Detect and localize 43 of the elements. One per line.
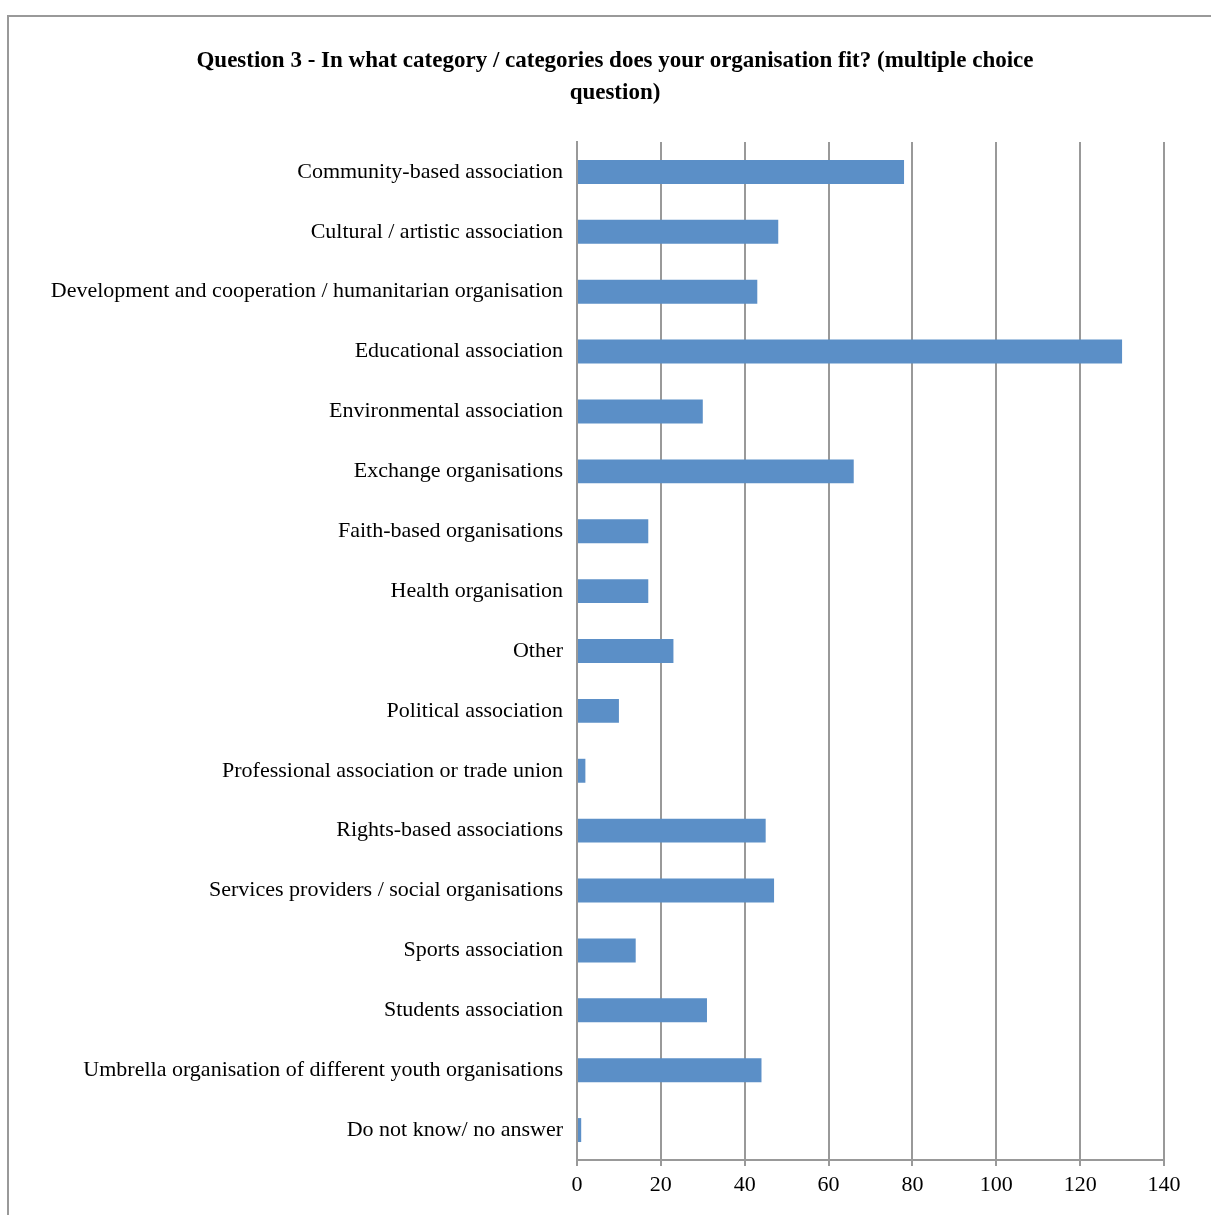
bar	[578, 279, 758, 304]
bar	[578, 1118, 582, 1143]
bar	[578, 639, 674, 663]
bar	[578, 998, 707, 1023]
y-tick-label: Educational association	[354, 337, 563, 363]
y-tick-label: Cultural / artistic association	[310, 217, 563, 243]
x-tick-label: 0	[571, 1170, 583, 1196]
bar	[578, 698, 619, 723]
y-tick-label: Environmental association	[329, 397, 563, 423]
chart-title: Question 3 - In what category / categories does your organisation fit? (multiple choice question)	[195, 46, 1035, 106]
bar	[578, 758, 586, 783]
bar	[578, 219, 779, 244]
bar	[578, 159, 905, 184]
bar	[578, 459, 854, 484]
x-tick-label: 80	[901, 1170, 924, 1196]
y-tick-label: Umbrella organisation of different youth organisations	[83, 1055, 563, 1081]
y-tick-label: Faith-based organisations	[337, 517, 563, 543]
y-tick-label: Community-based association	[297, 157, 563, 183]
bar	[578, 519, 649, 544]
bar	[578, 818, 766, 843]
y-tick-label: Do not know/ no answer	[346, 1115, 564, 1141]
y-tick-label: Students association	[383, 996, 563, 1022]
y-tick-label: Sports association	[403, 936, 563, 962]
x-tick-label: 100	[979, 1170, 1013, 1196]
x-tick-label: 40	[733, 1170, 756, 1196]
bar	[578, 938, 636, 963]
x-tick-label: 60	[817, 1170, 840, 1196]
y-tick-label: Exchange organisations	[353, 457, 563, 483]
y-tick-label: Other	[512, 636, 564, 662]
x-tick-label: 20	[649, 1170, 672, 1196]
bar	[578, 1058, 762, 1083]
x-tick-label: 140	[1147, 1170, 1181, 1196]
bar	[578, 579, 649, 604]
bar	[578, 878, 775, 903]
y-tick-label: Rights-based associations	[336, 816, 563, 842]
y-tick-label: Political association	[386, 696, 563, 722]
bar	[578, 339, 1123, 364]
y-tick-label: Services providers / social organisations	[209, 876, 563, 902]
y-tick-label: Health organisation	[390, 576, 563, 602]
bar	[578, 399, 703, 424]
y-tick-label: Development and cooperation / humanitarian organisation	[50, 277, 563, 303]
y-tick-label: Professional association or trade union	[222, 756, 563, 782]
x-tick-label: 120	[1063, 1170, 1097, 1196]
